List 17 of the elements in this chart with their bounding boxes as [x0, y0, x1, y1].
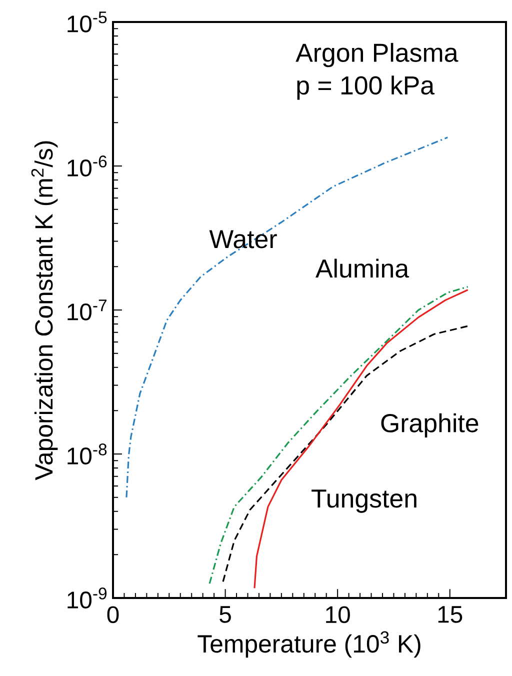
x-axis-title: Temperature (10$^{3}$ K) [198, 631, 420, 658]
series-label: Alumina [316, 258, 410, 278]
series-label: Graphite [381, 413, 478, 438]
annotation: Argon Plasma [296, 42, 458, 68]
y-tick-label: 10$^{-7}$ [68, 300, 106, 320]
annotation: p = 100 kPa [297, 76, 435, 100]
series-label: Water [209, 230, 277, 248]
x-tick-label: 0 [107, 606, 119, 624]
x-tick-label: 10 [326, 606, 350, 624]
y-tick-label: 10$^{-9}$ [68, 588, 107, 608]
y-tick-label: 10$^{-6}$ [68, 156, 107, 176]
y-tick-label: 10$^{-5}$ [68, 12, 107, 32]
x-tick-label: 15 [438, 606, 462, 623]
y-axis-title: Vaporization Constant K (m$^{2}$/s) [31, 141, 58, 480]
y-tick-label: 10$^{-8}$ [68, 444, 107, 464]
series-label: Tungsten [312, 490, 416, 513]
x-tick-label: 5 [220, 606, 231, 623]
